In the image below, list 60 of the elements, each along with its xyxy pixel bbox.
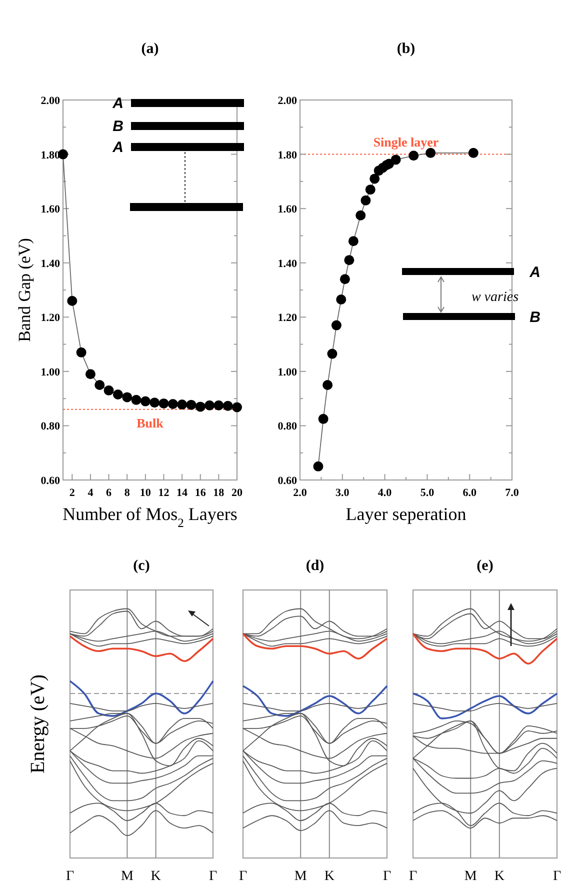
y-tick-label: 1.00 [278,366,298,378]
y-tick-label: 1.40 [40,258,60,270]
y-tick-label: 0.60 [40,475,60,487]
x-tick-label: Γ [238,869,248,882]
text: A [528,264,540,281]
y-tick-label: 2.00 [40,95,60,107]
annotation: A [112,139,124,156]
x-tick-label: 14 [176,487,188,499]
x-tick-label: 4 [88,487,94,499]
y-tick-label: 2.00 [278,95,298,107]
x-tick-label: 5.0 [420,487,435,499]
annotation: B [112,118,124,135]
x-tick-label: 4.0 [378,487,392,499]
x-tick-label: K [324,869,334,882]
x-tick-label: K [494,869,504,882]
annotation: w varies [471,290,520,305]
x-axis-title: Number of Mos$_{2}$ Layers [62,504,238,530]
x-tick-label: 10 [140,487,152,499]
chart-title: (d) [306,558,324,574]
ref-line-label: Single layer [373,134,439,150]
x-tick-label: M [294,869,308,882]
x-axis-title: Layer seperation [346,504,466,524]
x-tick-label: Γ [66,869,74,882]
x-tick-label: 2.0 [293,487,308,499]
x-tick-label: M [464,869,478,882]
x-tick-label: 6.0 [462,487,477,499]
x-tick-label: 8 [124,487,130,499]
x-tick-label: Γ [408,869,418,882]
chart-title: (a) [141,41,159,57]
y-tick-label: 0.80 [40,420,60,433]
x-tick-label: Γ [552,869,562,882]
x-tick-label: 7.0 [505,487,520,499]
x-tick-label: Γ [382,869,392,882]
y-axis-title: Energy (eV) [27,674,49,774]
y-tick-label: 0.60 [278,475,298,487]
x-tick-label: 18 [213,487,225,499]
x-tick-label: 2 [69,487,76,499]
x-tick-label: 12 [158,487,170,499]
chart-title: (b) [396,41,416,57]
y-tick-label: 1.40 [278,258,298,270]
x-tick-label: 16 [194,487,206,499]
x-tick-label: 6 [106,487,112,499]
x-tick-label: 3.0 [336,487,350,499]
chart-title: (e) [476,558,494,574]
x-tick-label: Γ [208,869,218,882]
y-axis-title: Band Gap (eV) [15,238,34,342]
y-tick-label: 1.80 [278,149,298,162]
y-tick-label: 1.20 [40,312,60,324]
y-tick-label: 1.20 [278,312,298,324]
annotation: A [112,95,124,112]
ref-line-label: Bulk [136,415,164,430]
y-tick-label: 1.00 [40,366,60,378]
y-tick-label: 0.80 [278,420,298,433]
x-tick-label: M [120,869,134,882]
y-tick-label: 1.60 [40,204,60,216]
x-tick-label: K [150,869,161,882]
chart-title: (c) [133,558,150,574]
x-tick-label: 20 [232,487,243,499]
y-tick-label: 1.60 [278,204,298,216]
text: B [530,309,541,326]
